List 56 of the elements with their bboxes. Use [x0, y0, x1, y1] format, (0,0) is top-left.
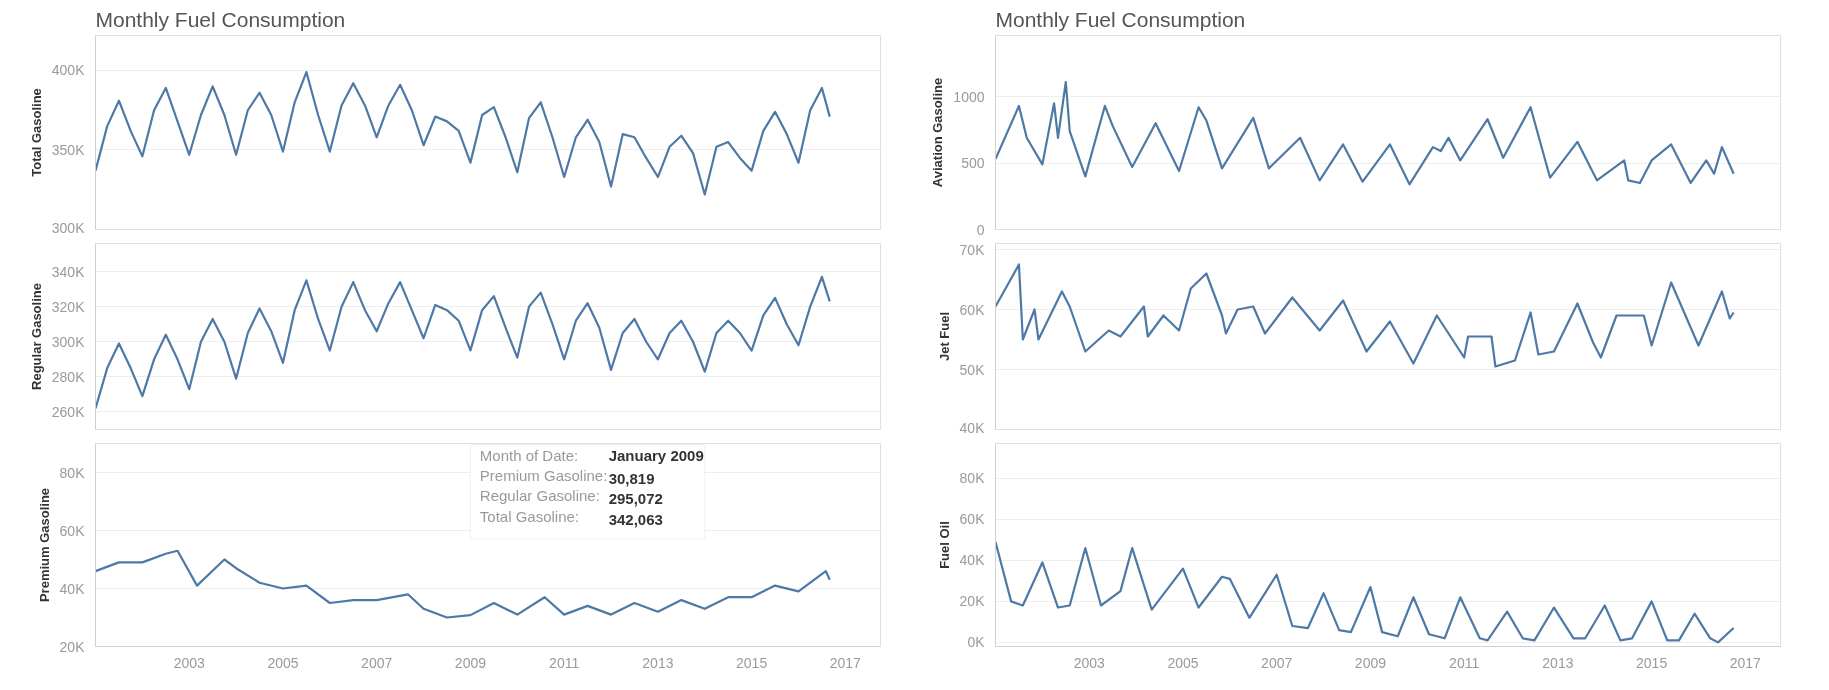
x-tick-label: 2013 [642, 654, 674, 671]
y-axis-title: Regular Gasoline [28, 283, 44, 390]
y-tick-label: 60K [959, 301, 986, 318]
y-axis-title: Total Gasoline [28, 88, 44, 177]
y-tick-label: 40K [959, 552, 986, 569]
y-tick-label: 300K [51, 333, 86, 350]
y-tick-label: 60K [59, 522, 86, 539]
y-tick-label: 300K [51, 219, 86, 236]
x-tick-label: 2005 [1167, 654, 1199, 671]
y-tick-label: 500 [961, 155, 985, 172]
annotation: January 2009 [608, 446, 704, 464]
x-tick-label: 2003 [173, 654, 206, 671]
x-tick-label: 2015 [1636, 654, 1668, 671]
y-tick-label: 320K [51, 298, 86, 315]
annotation: Total Gasoline: [479, 507, 580, 525]
y-tick-label: 40K [959, 419, 986, 436]
x-tick-label: 2007 [361, 654, 393, 671]
annotation: 30,819 [608, 470, 655, 488]
y-tick-label: 60K [959, 511, 986, 528]
annotation: 342,063 [608, 510, 663, 528]
y-tick-label: 1000 [953, 88, 985, 105]
y-tick-label: 260K [51, 403, 86, 420]
y-tick-label: 20K [959, 593, 986, 610]
chart-title: Monthly Fuel Consumption [995, 7, 1246, 31]
y-tick-label: 400K [51, 62, 86, 79]
y-tick-label: 70K [959, 241, 986, 258]
annotation: 295,072 [608, 490, 663, 508]
y-tick-label: 50K [959, 361, 986, 378]
y-axis-title: Premium Gasoline [36, 487, 52, 603]
y-axis-title: Aviation Gasoline [930, 77, 946, 188]
y-tick-label: 40K [59, 580, 86, 597]
y-tick-label: 0K [967, 634, 986, 651]
y-axis-title: Fuel Oil [936, 521, 952, 569]
annotation: Regular Gasoline: [479, 487, 600, 505]
x-tick-label: 2009 [454, 654, 487, 671]
annotation: Month of Date: [479, 446, 579, 464]
x-tick-label: 2005 [267, 654, 299, 671]
y-axis-title: Jet Fuel [936, 311, 952, 362]
x-tick-label: 2017 [1729, 654, 1762, 671]
y-tick-label: 80K [59, 464, 86, 481]
x-tick-label: 2015 [736, 654, 768, 671]
annotation: Premium Gasoline: [479, 467, 608, 485]
y-tick-label: 0 [976, 221, 985, 238]
x-tick-label: 2013 [1542, 654, 1574, 671]
y-tick-label: 340K [51, 263, 86, 280]
x-tick-label: 2009 [1354, 654, 1387, 671]
y-tick-label: 20K [59, 638, 86, 655]
chart-title: Monthly Fuel Consumption [95, 7, 346, 31]
y-tick-label: 80K [959, 470, 986, 487]
y-tick-label: 280K [51, 368, 86, 385]
y-tick-label: 350K [51, 141, 86, 158]
x-tick-label: 2011 [549, 654, 580, 671]
x-tick-label: 2007 [1261, 654, 1293, 671]
x-tick-label: 2017 [829, 654, 862, 671]
x-tick-label: 2003 [1073, 654, 1106, 671]
x-tick-label: 2011 [1449, 654, 1480, 671]
